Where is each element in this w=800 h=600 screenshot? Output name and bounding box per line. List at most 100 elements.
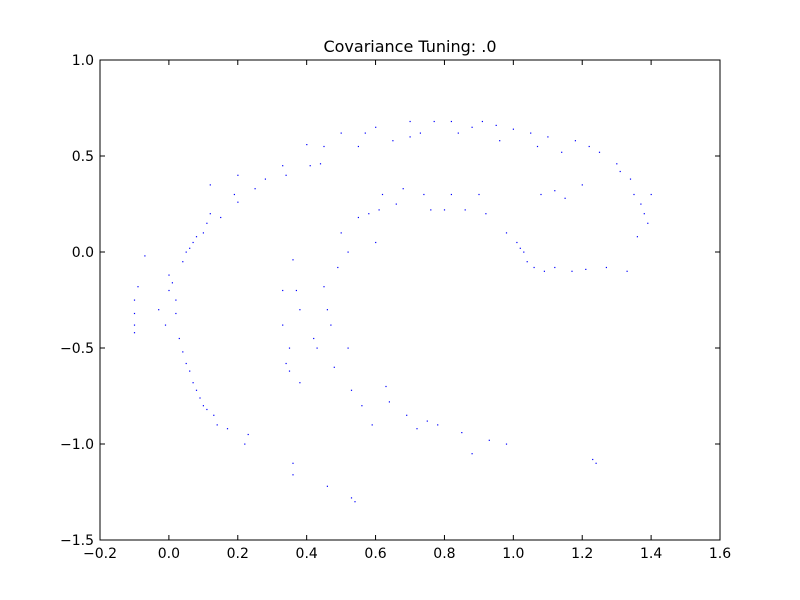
data-point <box>288 370 291 372</box>
data-point <box>199 397 201 399</box>
data-point <box>295 289 297 292</box>
data-point <box>288 347 291 349</box>
data-point <box>192 382 194 384</box>
data-point <box>282 289 284 292</box>
x-tick-label: 0.4 <box>296 546 318 562</box>
data-point <box>357 145 359 148</box>
x-tick-label: 0.6 <box>364 546 386 562</box>
data-point <box>237 174 239 176</box>
data-point <box>647 222 649 224</box>
data-point <box>264 178 266 180</box>
data-point <box>433 120 435 123</box>
data-point <box>526 261 528 263</box>
data-point <box>168 289 170 292</box>
y-tick-label: −1.0 <box>60 437 94 453</box>
data-point <box>323 286 325 288</box>
data-point <box>254 188 256 190</box>
data-point <box>388 401 390 403</box>
data-point <box>189 370 191 372</box>
data-point <box>209 184 211 186</box>
data-point <box>409 120 411 123</box>
data-point <box>361 405 363 407</box>
data-point <box>175 312 177 315</box>
data-point <box>209 213 211 215</box>
data-point <box>133 324 136 326</box>
data-point <box>309 165 311 167</box>
data-point <box>226 428 229 430</box>
data-point <box>326 309 328 311</box>
data-point <box>378 209 380 211</box>
points-layer <box>133 120 652 503</box>
data-point <box>626 270 628 272</box>
data-point <box>505 232 508 234</box>
data-point <box>488 439 490 441</box>
data-point <box>319 163 322 165</box>
data-point <box>481 120 483 123</box>
data-point <box>547 136 549 138</box>
data-point <box>185 362 187 365</box>
data-point <box>285 362 287 365</box>
data-point <box>133 312 136 315</box>
data-point <box>519 247 521 249</box>
data-point <box>485 213 487 215</box>
plot-frame <box>99 59 721 541</box>
y-tick-label: −1.5 <box>60 533 94 549</box>
ticks-layer: −0.2 0.0 0.2 0.4 0.6 0.8 1.0 1.2 1.4 1.6 1.0 0.5 0.0… <box>60 53 731 562</box>
data-point <box>375 126 377 128</box>
data-point <box>402 188 404 190</box>
plot-area <box>100 60 720 540</box>
data-point <box>650 193 652 196</box>
data-point <box>371 424 373 426</box>
data-point <box>478 193 480 196</box>
data-point <box>581 184 583 186</box>
data-point <box>354 501 356 503</box>
data-point <box>392 140 394 142</box>
data-point <box>202 232 204 234</box>
data-point <box>192 241 194 244</box>
data-point <box>158 309 160 311</box>
y-tick-label: 0.5 <box>72 149 94 165</box>
data-point <box>629 178 632 180</box>
data-point <box>616 163 618 165</box>
data-point <box>244 443 246 445</box>
data-point <box>512 128 514 130</box>
data-point <box>643 213 645 215</box>
data-point <box>461 432 463 434</box>
data-point <box>330 324 332 326</box>
data-point <box>164 324 167 326</box>
data-point <box>595 462 597 464</box>
x-tick-label: 0.2 <box>227 546 249 562</box>
data-point <box>533 266 535 269</box>
data-point <box>182 261 184 263</box>
data-point <box>471 453 473 455</box>
data-point <box>337 266 339 269</box>
data-point <box>381 193 384 196</box>
data-point <box>640 203 642 205</box>
data-point <box>457 132 459 134</box>
data-point <box>368 213 370 215</box>
x-tick-label: 0.8 <box>433 546 455 562</box>
data-point <box>189 247 191 249</box>
data-point <box>430 209 432 211</box>
data-point <box>450 193 452 196</box>
data-point <box>561 151 563 153</box>
data-point <box>282 165 284 167</box>
x-tick-label: 1.2 <box>571 546 593 562</box>
data-point <box>543 270 545 272</box>
data-point <box>636 236 638 238</box>
data-point <box>182 351 184 353</box>
data-point <box>171 282 173 284</box>
data-point <box>340 232 342 234</box>
data-point <box>202 405 204 407</box>
data-point <box>364 132 366 134</box>
data-point <box>137 286 139 288</box>
data-point <box>313 337 315 340</box>
data-point <box>237 201 239 203</box>
data-point <box>530 132 532 134</box>
x-tick-label: −0.2 <box>83 546 117 562</box>
data-point <box>423 193 425 196</box>
data-point <box>471 126 473 128</box>
data-point <box>499 140 501 142</box>
data-point <box>505 443 508 445</box>
